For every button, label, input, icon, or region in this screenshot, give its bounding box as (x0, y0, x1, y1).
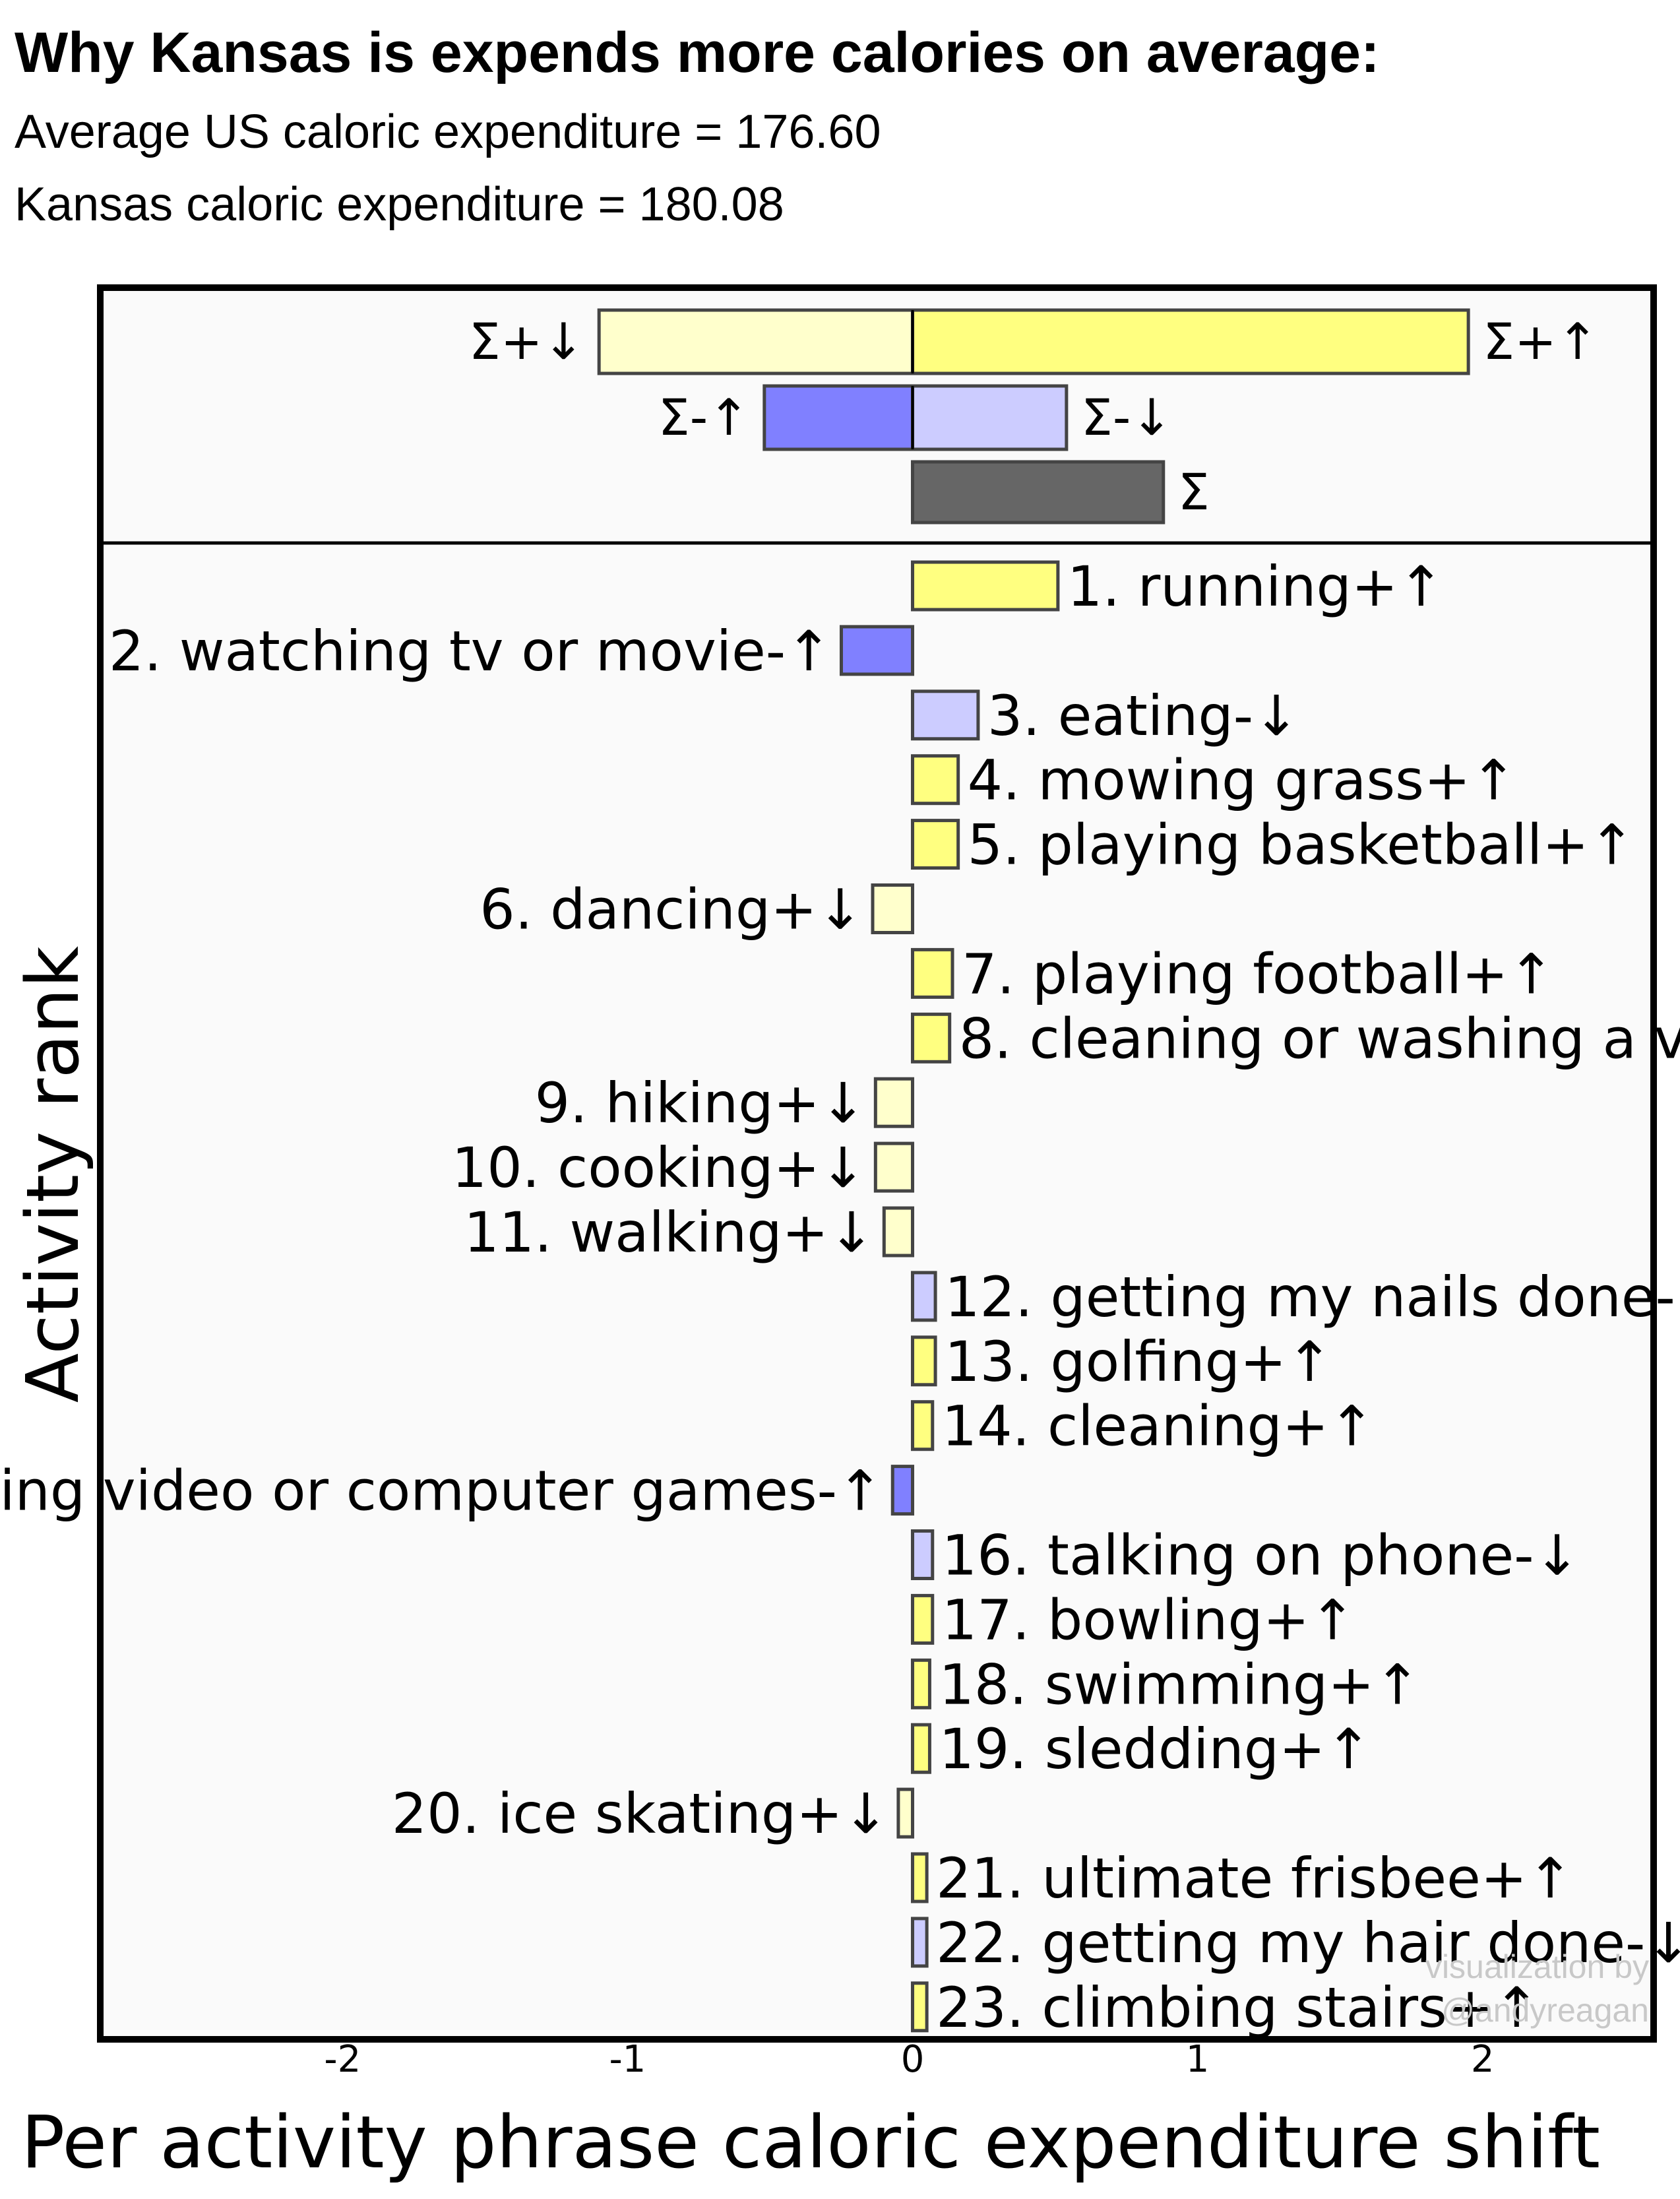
activity-label: 8. cleaning or washing a vehicle+↑ (959, 1006, 1680, 1071)
summary-bars: Σ+↓ Σ+↑ Σ-↑ Σ-↓Σ (469, 308, 1599, 525)
x-tick-label: -1 (609, 2038, 646, 2081)
activity-bar (911, 947, 954, 999)
activity-bar (911, 1852, 929, 1903)
activity-bar (839, 625, 915, 676)
activity-label: 1. running+↑ (1067, 554, 1445, 619)
x-axis-label: Per activity phrase caloric expenditure … (21, 2100, 1600, 2184)
activity-bar (911, 1981, 929, 2033)
panel-frame (97, 284, 1657, 2043)
x-tick-label: 1 (1186, 2038, 1210, 2081)
activity-label: 21. ultimate frisbee+↑ (936, 1846, 1573, 1911)
activity-bar (911, 819, 960, 870)
activity-label: 22. getting my hair done-↓ (936, 1911, 1680, 1975)
summary-bar-neg_up (762, 384, 915, 451)
activity-bar (873, 1077, 915, 1128)
x-axis-ticks: -2 -1 0 1 2 (324, 2038, 1494, 2081)
activity-bar (911, 1917, 929, 1968)
activity-label: 15. playing video or computer games-↑ (0, 1459, 883, 1523)
activity-label: 10. cooking+↓ (452, 1135, 867, 1200)
activity-bar (911, 689, 980, 741)
activity-bar (911, 754, 960, 806)
activity-label: 4. mowing grass+↑ (968, 748, 1517, 813)
summary-bar-pos_down (597, 308, 915, 375)
activity-bar (911, 1400, 935, 1451)
x-tick-label: 2 (1471, 2038, 1495, 2081)
activity-bar (890, 1465, 915, 1516)
activity-label: 18. swimming+↑ (939, 1652, 1420, 1717)
activity-bar (911, 1529, 935, 1580)
activity-bar (911, 1335, 937, 1387)
activity-label: 5. playing basketball+↑ (968, 813, 1635, 877)
activity-label: 2. watching tv or movie-↑ (109, 619, 832, 684)
activity-bar (911, 1012, 952, 1064)
activity-bar (873, 1141, 915, 1193)
activity-bar (882, 1206, 915, 1258)
x-tick-label: 0 (901, 2038, 925, 2081)
activity-label: 16. talking on phone-↓ (942, 1523, 1580, 1588)
activity-bar (911, 1723, 931, 1774)
kansas-expenditure-line: Kansas caloric expenditure = 180.08 (15, 178, 784, 231)
summary-label-pos_down: Σ+↓ (469, 312, 584, 371)
summary-label-neg_up: Σ-↑ (658, 388, 750, 447)
activity-bar (911, 1271, 937, 1322)
summary-label-sum: Σ (1178, 462, 1210, 521)
activity-bar (911, 1593, 935, 1645)
y-axis-label: Activity rank (11, 946, 95, 1403)
activity-label: 6. dancing+↓ (480, 877, 863, 942)
activity-bar (911, 560, 1060, 612)
credit-line-2: @andyreagan (1441, 1992, 1649, 2029)
summary-label-neg_down: Σ-↓ (1081, 388, 1173, 447)
activity-label: 3. eating-↓ (987, 684, 1300, 748)
summary-bar-sum (911, 460, 1166, 525)
activity-bar (896, 1787, 915, 1839)
activity-bar (911, 1658, 931, 1709)
average-us-expenditure-line: Average US caloric expenditure = 176.60 (15, 106, 881, 158)
activity-label: 23. climbing stairs+↑ (936, 1975, 1540, 2040)
activity-bar (871, 883, 915, 934)
activity-label: 14. cleaning+↑ (942, 1394, 1375, 1459)
activity-label: 7. playing football+↑ (962, 941, 1555, 1006)
activity-label: 20. ice skating+↓ (392, 1781, 889, 1846)
activity-label: 19. sledding+↑ (939, 1717, 1371, 1781)
summary-bar-neg_down (911, 384, 1069, 451)
activity-label: 11. walking+↓ (464, 1200, 875, 1265)
activity-label: 17. bowling+↑ (942, 1587, 1356, 1652)
activity-label: 12. getting my nails done-↓ (945, 1265, 1680, 1329)
summary-bar-pos_up (911, 308, 1470, 375)
credit-line-1: visualization by (1425, 1948, 1649, 1985)
chart-title: Why Kansas is expends more calories on a… (15, 21, 1380, 84)
activity-label: 9. hiking+↓ (535, 1071, 867, 1135)
x-tick-label: -2 (324, 2038, 361, 2081)
activity-label: 13. golfing+↑ (945, 1329, 1333, 1394)
activity-bars: 1. running+↑ 2. watching tv or movie-↑ 3. … (0, 554, 1680, 2040)
summary-label-pos_up: Σ+↑ (1483, 312, 1598, 371)
